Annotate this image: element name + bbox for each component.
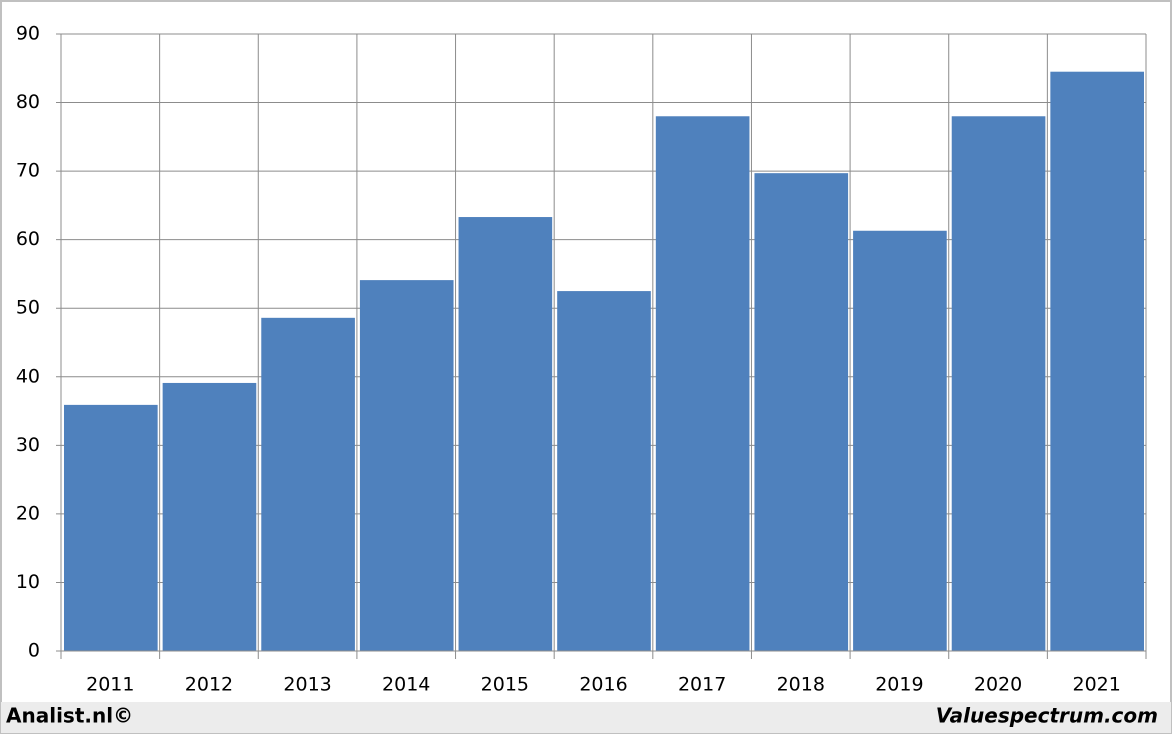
x-tick-label: 2013 bbox=[283, 674, 331, 696]
bar bbox=[359, 280, 454, 651]
credit-left: Analist.nl© bbox=[6, 704, 133, 728]
x-tick-label: 2014 bbox=[382, 674, 430, 696]
bar bbox=[853, 230, 947, 651]
y-tick-label: 0 bbox=[28, 640, 40, 662]
footer-bar bbox=[1, 702, 1171, 733]
x-tick-label: 2021 bbox=[1073, 674, 1121, 696]
bar bbox=[1050, 71, 1144, 651]
bar bbox=[261, 317, 355, 651]
x-tick-label: 2019 bbox=[875, 674, 923, 696]
y-tick-label: 60 bbox=[16, 228, 40, 250]
bar bbox=[951, 116, 1046, 652]
bar bbox=[64, 404, 158, 651]
x-tick-label: 2016 bbox=[579, 674, 627, 696]
x-tick-label: 2020 bbox=[974, 674, 1022, 696]
y-tick-label: 80 bbox=[16, 91, 40, 113]
x-tick-label: 2011 bbox=[86, 674, 134, 696]
x-tick-label: 2018 bbox=[777, 674, 825, 696]
bar bbox=[655, 116, 750, 652]
credit-right: Valuespectrum.com bbox=[936, 704, 1158, 728]
x-tick-label: 2017 bbox=[678, 674, 726, 696]
x-tick-label: 2015 bbox=[481, 674, 529, 696]
y-tick-label: 30 bbox=[16, 434, 40, 456]
bar bbox=[162, 382, 257, 651]
bar bbox=[557, 291, 651, 651]
y-tick-label: 70 bbox=[16, 160, 40, 182]
y-tick-label: 90 bbox=[16, 23, 40, 45]
bar bbox=[754, 173, 849, 651]
y-tick-label: 10 bbox=[16, 571, 40, 593]
y-tick-label: 20 bbox=[16, 502, 40, 524]
bar bbox=[458, 217, 553, 651]
y-tick-label: 40 bbox=[16, 365, 40, 387]
y-tick-label: 50 bbox=[16, 297, 40, 319]
x-tick-label: 2012 bbox=[185, 674, 233, 696]
